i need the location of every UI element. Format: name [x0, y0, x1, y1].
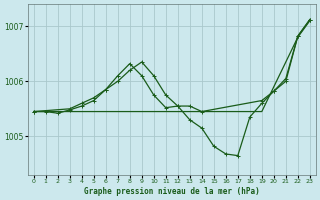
- X-axis label: Graphe pression niveau de la mer (hPa): Graphe pression niveau de la mer (hPa): [84, 187, 260, 196]
